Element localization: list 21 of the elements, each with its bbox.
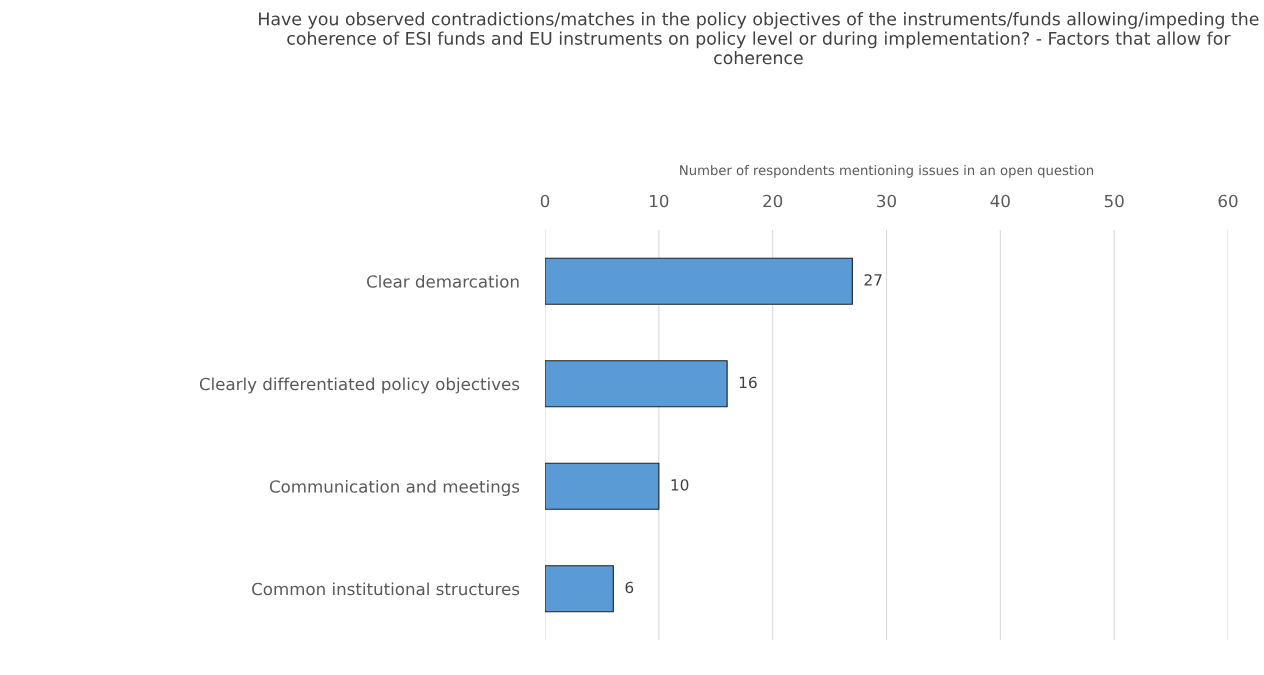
y-tick-label: Common institutional structures [252,582,520,596]
y-tick-label: Clear demarcation [366,274,519,288]
x-tick-label: 60 [1218,194,1238,208]
y-tick-label: Communication and meetings [269,479,520,497]
x-tick-label: 20 [763,194,783,208]
x-axis-title: Number of respondents mentioning issues in an open question [680,164,1094,178]
data-label: 10 [671,479,689,491]
bar [545,462,660,510]
x-tick-label: 10 [650,194,669,208]
bar [545,257,853,305]
y-tick-label: Clearly differentiated policy objectives [199,377,520,394]
data-label: 16 [739,376,757,389]
x-tick-label: 40 [990,194,1010,208]
chart-title: Have you observed contradictions/matches in the policy objectives of the instruments/funds allowing/impeding the coherence of ESI funds and EU instruments on policy level or during implementation? - Factors that allow for coherence [259,12,1259,65]
x-tick-label: 50 [1104,194,1124,208]
bar [545,360,728,408]
x-tick-label: 30 [877,194,896,208]
x-tick-label: 0 [540,194,550,208]
bar [545,565,614,613]
data-label: 27 [864,274,882,286]
data-label: 6 [625,581,634,594]
